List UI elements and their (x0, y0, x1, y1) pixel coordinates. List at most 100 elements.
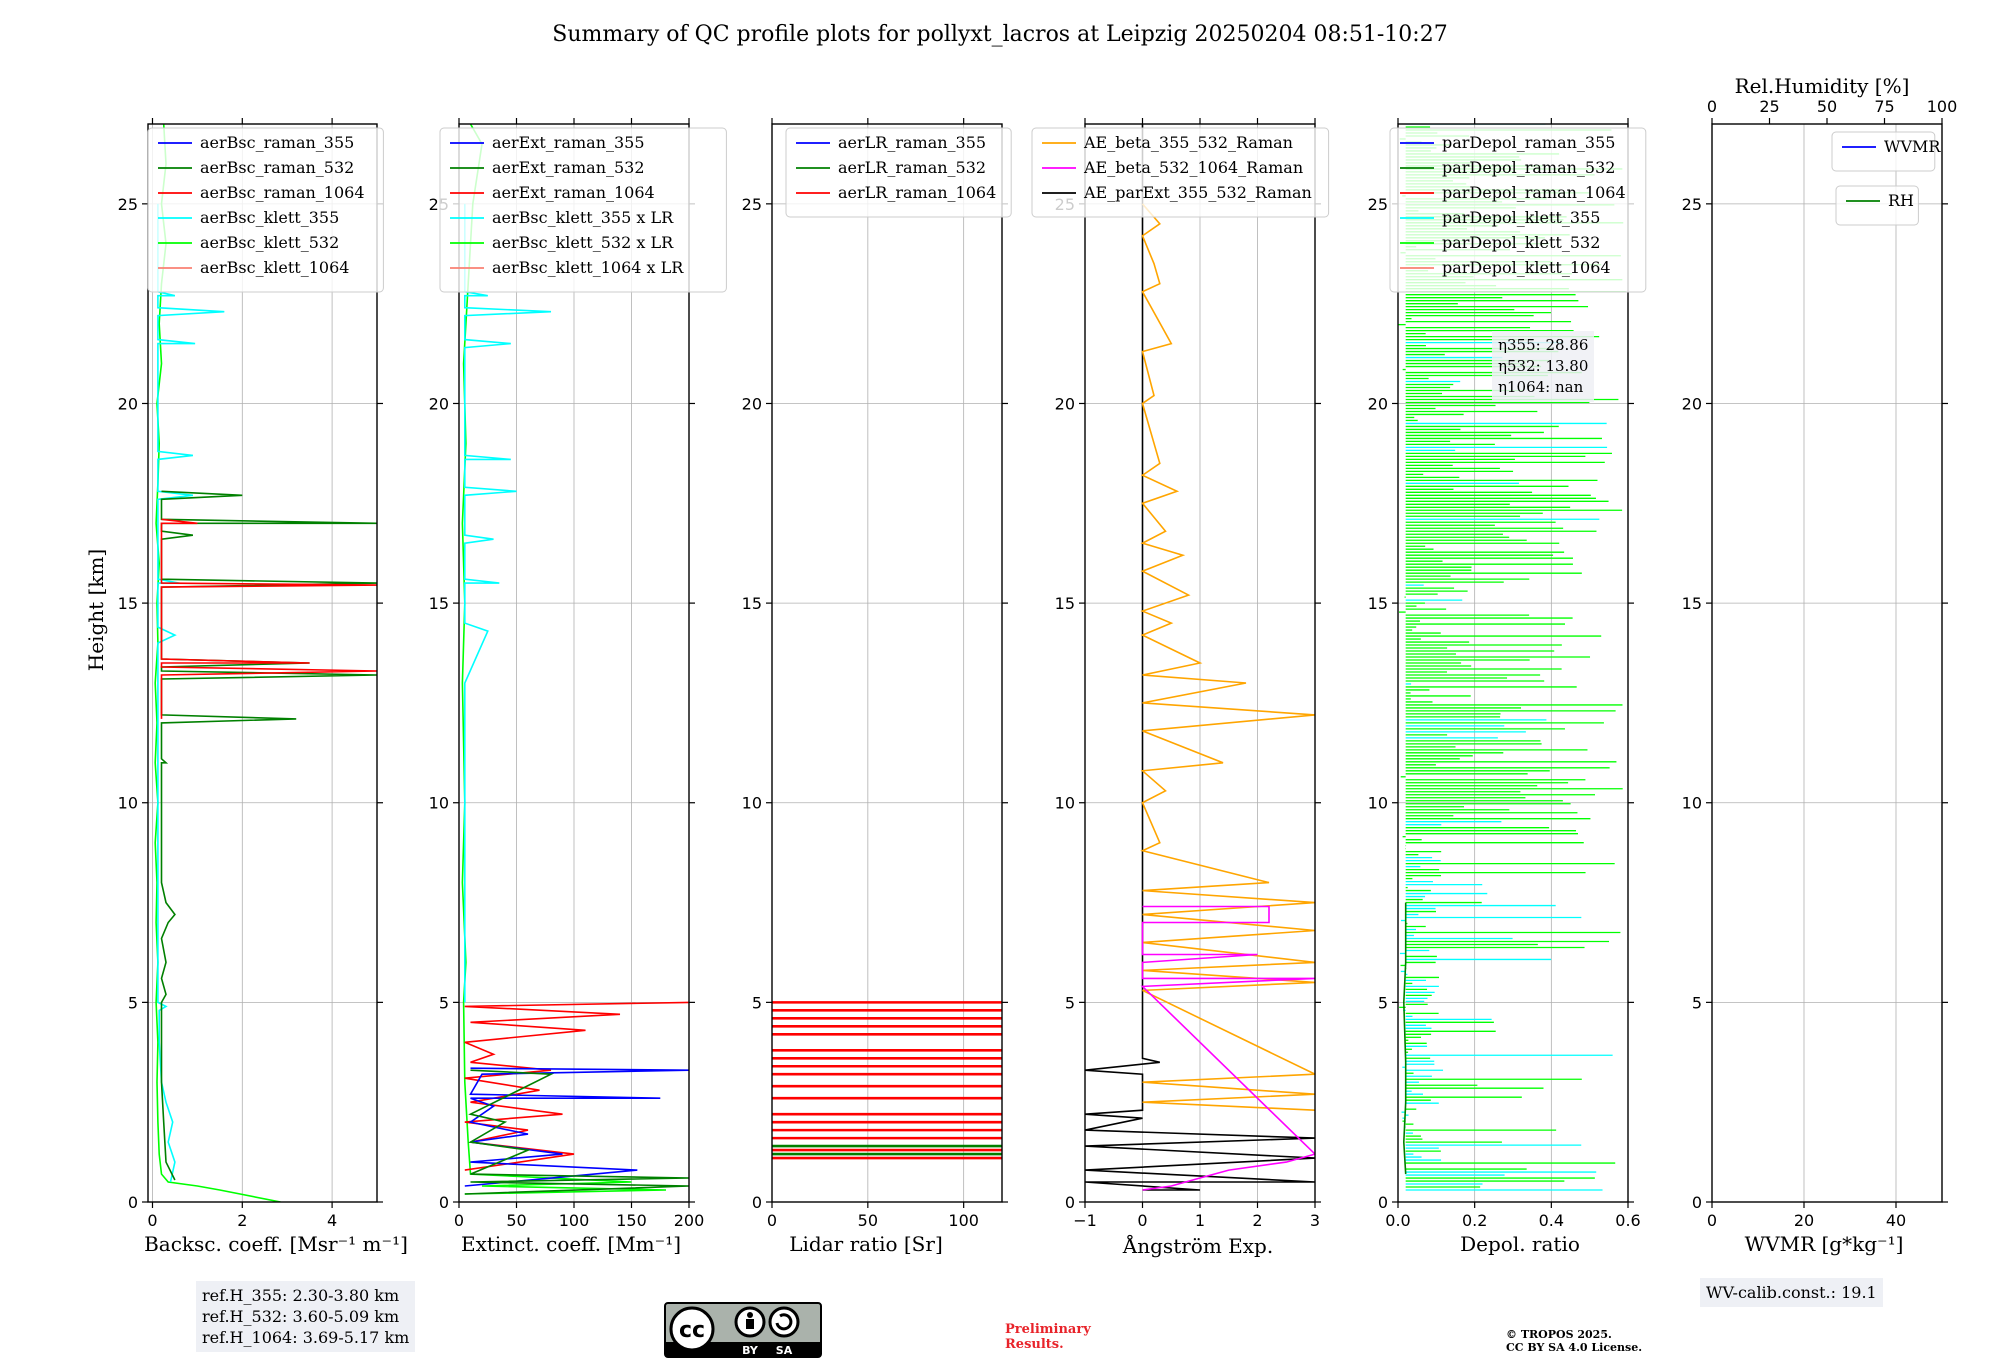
y-tick-label: 5 (439, 993, 449, 1012)
eta-532: η532: 13.80 (1498, 356, 1588, 377)
x-tick-label: 2 (1252, 1211, 1262, 1230)
y-tick-label: 0 (1692, 1193, 1702, 1212)
profile-blue (464, 1067, 689, 1187)
profile-cyan (157, 203, 225, 1183)
x-tick-label: 0 (147, 1211, 157, 1230)
legend-backscatter: aerBsc_raman_355 aerBsc_raman_532 aerBsc_r… (147, 127, 384, 293)
y-tick-label: 25 (1368, 195, 1388, 214)
panel-wvmr: 0 20 40 0 5 10 15 20 25 0 25 50 75 100 WVMR RH (1682, 97, 1958, 1230)
x-tick-label: 20 (1794, 1211, 1814, 1230)
y-tick-label: 5 (128, 993, 138, 1012)
eta-1064-value: nan (1554, 378, 1584, 396)
x-tick-label: 0.0 (1385, 1211, 1410, 1230)
legend-extinction: aerExt_raman_355 aerExt_raman_532 aerExt_r… (439, 127, 727, 293)
legend-depol: parDepol_raman_355 parDepol_raman_532 parD… (1389, 127, 1647, 293)
x-tick-label: 2 (237, 1211, 247, 1230)
profile-orange (1140, 203, 1315, 1111)
y-tick-label: 5 (752, 993, 762, 1012)
y-tick-label: 25 (1682, 195, 1702, 214)
eta-532-value: 13.80 (1545, 357, 1589, 375)
legend-entry: aerExt_raman_355 (492, 133, 645, 152)
x-tick-label: 0.2 (1462, 1211, 1487, 1230)
x2-tick-label: 0 (1707, 97, 1717, 116)
legend-frame (1389, 127, 1647, 293)
eta-box: η355: 28.86 η532: 13.80 η1064: nan (1492, 331, 1595, 402)
x-axis-label-lidar-ratio: Lidar ratio [Sr] (789, 1232, 943, 1256)
legend-entry: parDepol_raman_355 (1442, 133, 1615, 152)
plot-area (154, 124, 377, 1202)
legend-entry: aerBsc_klett_1064 x LR (492, 258, 684, 277)
y-tick-label: 15 (742, 594, 762, 613)
x-tick-label: 0.6 (1615, 1211, 1640, 1230)
panel-angstrom: −101230510152025AE_beta_355_532_RamanAE_… (1031, 118, 1330, 1230)
eta-1064-label: η1064: (1498, 378, 1555, 396)
profile-cyan (464, 203, 552, 1003)
x-tick-label: 0 (1137, 1211, 1147, 1230)
x2-tick-label: 25 (1759, 97, 1779, 116)
copyright-line-1: © TROPOS 2025. (1506, 1328, 1612, 1341)
legend-entry: aerBsc_klett_532 x LR (492, 233, 674, 252)
x2-tick-label: 50 (1817, 97, 1837, 116)
cc-sa-label: SA (776, 1344, 793, 1357)
legend-entry: aerLR_raman_355 (838, 133, 986, 152)
y-tick-label: 15 (1682, 594, 1702, 613)
y-tick-label: 15 (1055, 594, 1075, 613)
eta-355-value: 28.86 (1545, 336, 1589, 354)
x-axis-label-backscatter: Backsc. coeff. [Msr⁻¹ m⁻¹] (144, 1232, 408, 1256)
y-tick-label: 0 (439, 1193, 449, 1212)
profile-green (1402, 902, 1407, 1175)
legend-entry: aerBsc_raman_1064 (200, 183, 365, 202)
panel-backscatter: 0 2 40510152025aerBsc_raman_355aerBsc_rama… (118, 118, 384, 1230)
x-axis-label-depol: Depol. ratio (1460, 1232, 1580, 1256)
legend-frame (439, 127, 727, 293)
y-tick-label: 5 (1692, 993, 1702, 1012)
legend-entry: aerLR_raman_1064 (838, 183, 996, 202)
ref-height-1064: ref.H_1064: 3.69-5.17 km (202, 1328, 410, 1347)
reference-height-box: ref.H_355: 2.30-3.80 km ref.H_532: 3.60-… (196, 1281, 416, 1352)
x-tick-label: 150 (616, 1211, 647, 1230)
legend-frame (785, 127, 1012, 218)
legend-entry: AE_beta_532_1064_Raman (1083, 158, 1303, 177)
legend-entry: parDepol_klett_532 (1442, 233, 1600, 252)
legend-entry: aerBsc_klett_355 (200, 208, 339, 227)
legend-entry: AE_parExt_355_532_Raman (1083, 183, 1312, 202)
x2-tick-label: 75 (1874, 97, 1894, 116)
x-tick-label: 0 (767, 1211, 777, 1230)
y-tick-label: 10 (1055, 794, 1075, 813)
x-tick-label: 4 (327, 1211, 337, 1230)
eta-532-label: η532: (1498, 357, 1546, 375)
y-tick-label: 25 (118, 195, 138, 214)
profile-black (1085, 124, 1315, 1191)
legend-rh: RH (1835, 185, 1919, 226)
profile-lime (154, 124, 281, 1202)
x-axis-label-angstrom: Ångström Exp. (1122, 1234, 1274, 1258)
legend-entry: AE_beta_355_532_Raman (1083, 133, 1293, 152)
profile-magenta (1140, 905, 1315, 1191)
x-axis-label-wvmr: WVMR [g*kg⁻¹] (1744, 1232, 1904, 1256)
y-tick-label: 0 (1378, 1193, 1388, 1212)
y-tick-label: 20 (1682, 394, 1702, 413)
y-tick-label: 0 (752, 1193, 762, 1212)
x-tick-label: 50 (858, 1211, 878, 1230)
legend-entry: RH (1888, 191, 1914, 210)
legend-entry: aerBsc_klett_532 (200, 233, 339, 252)
cc-by-label: BY (742, 1344, 759, 1357)
y-tick-label: 10 (429, 794, 449, 813)
legend-frame (1031, 127, 1330, 218)
x-tick-label: 200 (674, 1211, 705, 1230)
profile-green (160, 490, 377, 1181)
axes-frame (771, 123, 1003, 1203)
profile-lime (461, 124, 667, 1195)
legend-entry: parDepol_raman_532 (1442, 158, 1615, 177)
legend-entry: aerBsc_raman_532 (200, 158, 354, 177)
plot-area (461, 124, 689, 1195)
x-tick-label: 100 (559, 1211, 590, 1230)
legend-entry: parDepol_klett_1064 (1442, 258, 1611, 277)
x-tick-label: 0.4 (1539, 1211, 1564, 1230)
axes-frame (1711, 123, 1943, 1203)
legend-frame (1835, 185, 1919, 226)
y-tick-label: 20 (118, 394, 138, 413)
x-axis-label-extinction: Extinct. coeff. [Mm⁻¹] (460, 1232, 682, 1256)
legend-entry: aerExt_raman_1064 (492, 183, 655, 202)
